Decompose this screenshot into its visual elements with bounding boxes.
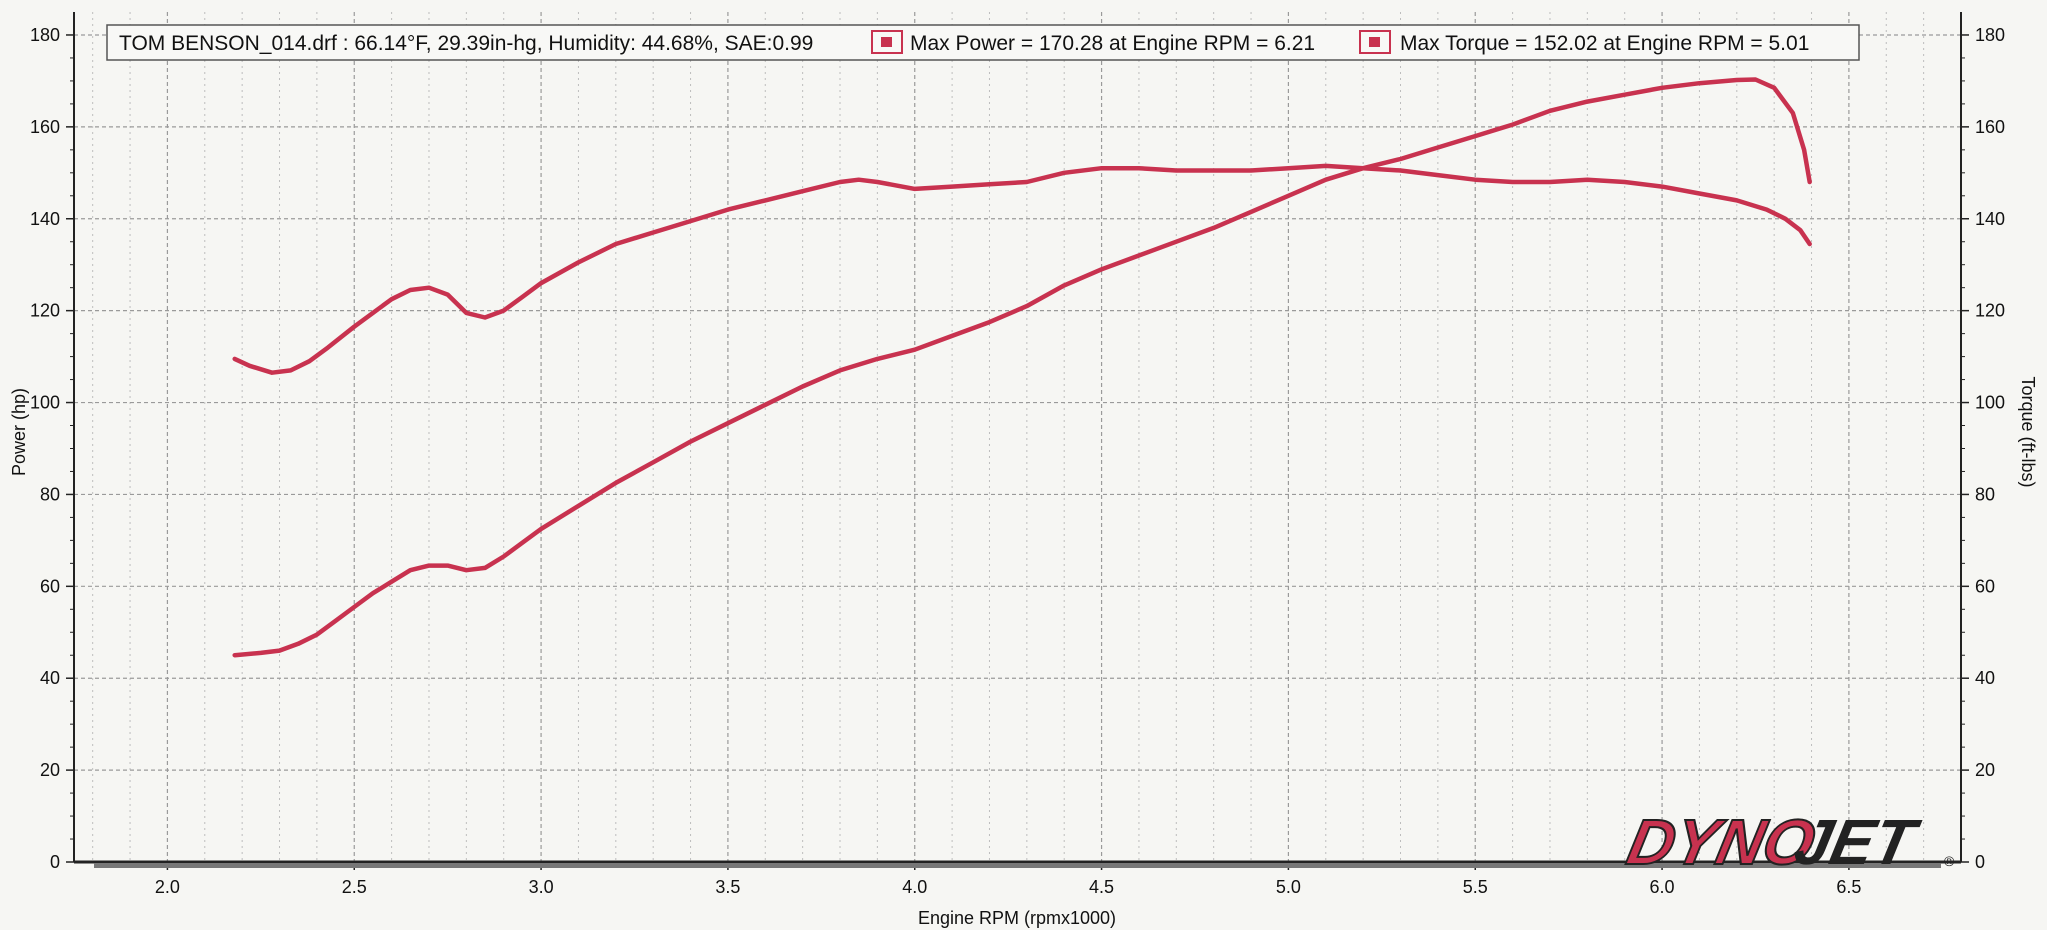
legend-max-torque: Max Torque = 152.02 at Engine RPM = 5.01 <box>1400 32 1809 55</box>
y2-tick-label: 140 <box>1975 209 2005 229</box>
legend-torque-swatch-fill <box>1369 37 1380 47</box>
y2-tick-label: 120 <box>1975 301 2005 321</box>
y2-tick-label: 20 <box>1975 760 1995 780</box>
x-tick-label: 3.5 <box>715 877 740 897</box>
y2-tick-label: 40 <box>1975 668 1995 688</box>
y2-tick-label: 160 <box>1975 117 2005 137</box>
x-tick-label: 6.5 <box>1836 877 1861 897</box>
torque-curve <box>232 163 1812 375</box>
y-tick-label: 180 <box>30 25 60 45</box>
legend-box <box>106 24 1860 61</box>
x-tick-label: 5.5 <box>1463 877 1488 897</box>
x-tick-label: 4.0 <box>902 877 927 897</box>
x-tick-label: 2.5 <box>342 877 367 897</box>
y2-tick-label: 180 <box>1975 25 2005 45</box>
y-tick-label: 160 <box>30 117 60 137</box>
y-tick-label: 120 <box>30 301 60 321</box>
y2-tick-label: 100 <box>1975 393 2005 413</box>
x-tick-label: 3.0 <box>529 877 554 897</box>
y2-tick-label: 60 <box>1975 576 1995 596</box>
x-axis-title: Engine RPM (rpmx1000) <box>918 908 1116 928</box>
y-tick-label: 140 <box>30 209 60 229</box>
legend-run-info: TOM BENSON_014.drf : 66.14°F, 29.39in-hg… <box>119 32 813 55</box>
axes: 2.0 2.5 3.0 3.5 4.0 4.5 5.0 5.5 6.0 6.5 0 20 40 60 80 1… <box>30 12 2005 897</box>
legend-power-swatch <box>871 30 903 54</box>
series-lines <box>232 77 1812 658</box>
x-tick-label: 5.0 <box>1276 877 1301 897</box>
y-tick-label: 80 <box>40 484 60 504</box>
y-tick-label: 100 <box>30 393 60 413</box>
legend: TOM BENSON_014.drf : 66.14°F, 29.39in-hg… <box>106 24 1860 61</box>
power-curve <box>232 77 1812 658</box>
legend-max-power: Max Power = 170.28 at Engine RPM = 6.21 <box>910 32 1315 55</box>
y2-tick-label: 0 <box>1975 852 1985 872</box>
y-axis-title: Power (hp) <box>9 388 29 476</box>
grid-lines <box>74 12 1961 863</box>
x-tick-label: 2.0 <box>155 877 180 897</box>
logo-registered-mark: ® <box>1944 853 1955 869</box>
logo-jet: JET <box>1788 806 1926 878</box>
x-tick-label: 6.0 <box>1650 877 1675 897</box>
logo-dyno: DYNO <box>1621 806 1821 878</box>
x-tick-label: 4.5 <box>1089 877 1114 897</box>
y-tick-label: 0 <box>50 852 60 872</box>
y2-axis-title: Torque (ft-lbs) <box>2018 376 2038 487</box>
y-tick-label: 20 <box>40 760 60 780</box>
legend-torque-swatch <box>1359 30 1391 54</box>
legend-power-swatch-fill <box>881 37 892 47</box>
y-tick-label: 60 <box>40 576 60 596</box>
x-axis-shadow <box>94 863 1941 868</box>
y-tick-label: 40 <box>40 668 60 688</box>
y2-tick-label: 80 <box>1975 484 1995 504</box>
dynojet-logo: DYNO JET <box>1620 805 1926 879</box>
